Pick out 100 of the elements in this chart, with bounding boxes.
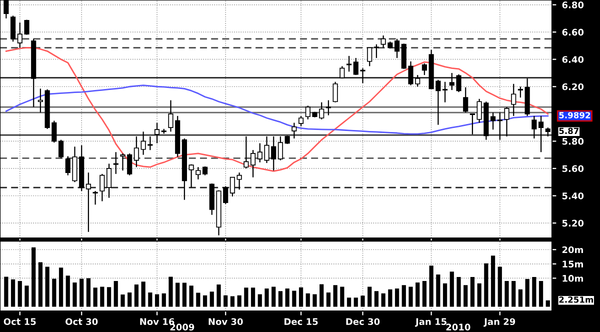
bar [189,286,194,307]
x-tick-label: Dec 30 [346,318,380,326]
bar [456,277,461,307]
bar [86,278,91,307]
bar [477,283,482,307]
candlestick [490,112,496,130]
y-tick-label: 15m [562,260,583,268]
bar [381,293,386,307]
bar [244,288,248,307]
bar [52,278,56,307]
text: 5.9892 [559,112,590,118]
y-tick-label: 5.60 [562,165,584,172]
bar [168,276,173,307]
candlestick [244,136,249,170]
bar [470,277,475,307]
bar [210,292,214,307]
candlestick [394,38,400,59]
bar [422,281,427,307]
bar [154,294,160,307]
bar [436,274,440,307]
bar [216,284,221,307]
x-tick-label: Dec 15 [284,318,318,326]
candlestick [367,47,372,67]
text: 2.251m [559,296,594,303]
candlestick [250,150,256,178]
line-series [5,47,549,172]
bar [38,262,43,307]
bar [538,281,544,307]
bar [484,263,488,307]
bar [490,256,496,307]
bar [100,286,104,307]
bar [402,285,406,307]
bar [272,286,276,307]
bar [264,288,269,307]
bar [80,278,84,307]
bar [10,279,16,307]
bar [312,294,317,307]
bar [464,285,468,307]
y-tick-label: 5.80 [562,138,584,145]
candlestick [292,122,297,140]
bar [176,282,180,307]
bar [202,295,208,307]
candlestick [134,136,140,168]
y-tick-label: 5.40 [562,192,584,200]
text: 2010 [446,324,470,331]
text: 2009 [170,324,194,331]
bar [66,276,70,307]
candlestick [100,173,105,202]
y-tick-label: 5.20 [562,220,584,227]
x-tick-label: Jan 29 [484,318,516,327]
bar [18,281,22,307]
bar [320,284,324,307]
candlestick [538,115,544,153]
y-tick-label: 6.60 [562,28,584,36]
bar [532,277,536,307]
bar [162,293,166,307]
bar [72,282,77,307]
bar [442,283,448,307]
bar [45,266,50,307]
bar [354,298,358,307]
bar [230,296,235,307]
bar [512,281,516,307]
bar [326,292,331,307]
bar [134,284,139,307]
bar [258,294,262,307]
y-tick-label: 6.40 [562,56,584,63]
bar [237,295,242,307]
candlestick [10,15,16,42]
y-tick-label: 6.80 [562,2,584,8]
bar [285,288,290,307]
candlestick [298,115,304,127]
x-tick-label: Jan 15 [415,318,446,327]
bar [196,292,200,307]
bar [141,282,146,307]
candlestick [442,81,448,103]
candlestick [230,176,236,197]
candlestick [38,88,44,114]
candlestick [332,81,338,103]
bar [58,268,64,307]
candlestick [86,172,92,232]
bar [32,247,36,307]
bar [388,289,392,307]
bar [346,298,352,307]
candlestick [92,190,98,206]
x-tick-label: Oct 15 [4,318,36,326]
candlestick [346,55,352,72]
y-tick-label: 20m [562,246,583,254]
bar [224,295,228,307]
candlestick [470,113,476,135]
line-series [5,84,549,135]
bar [374,291,379,307]
bar [416,282,420,307]
bar [360,296,365,307]
bar [182,282,187,307]
candlestick [511,83,516,117]
candlestick [340,66,345,79]
candlestick [278,136,284,161]
bar [498,266,502,307]
candlestick [154,122,160,144]
bar [450,272,454,307]
